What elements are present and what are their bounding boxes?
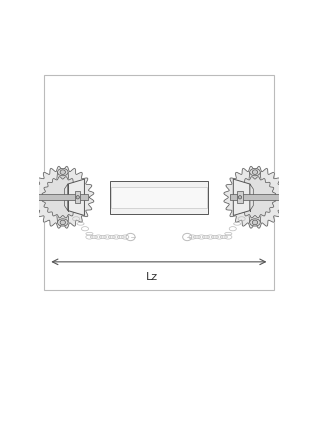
Polygon shape	[55, 200, 70, 222]
Ellipse shape	[76, 196, 79, 199]
Polygon shape	[38, 194, 88, 200]
Polygon shape	[55, 172, 70, 195]
Polygon shape	[250, 184, 253, 211]
Polygon shape	[42, 177, 83, 218]
Ellipse shape	[60, 220, 65, 225]
Ellipse shape	[252, 220, 258, 225]
Ellipse shape	[250, 169, 260, 176]
Ellipse shape	[238, 196, 242, 199]
Polygon shape	[75, 191, 80, 203]
Polygon shape	[233, 179, 250, 215]
Polygon shape	[230, 194, 280, 200]
Polygon shape	[68, 179, 84, 215]
Polygon shape	[64, 184, 68, 211]
Polygon shape	[110, 181, 208, 214]
Ellipse shape	[252, 170, 258, 175]
Ellipse shape	[250, 219, 260, 226]
Ellipse shape	[57, 219, 68, 226]
Text: Lz: Lz	[146, 272, 158, 282]
Polygon shape	[234, 177, 276, 218]
Polygon shape	[248, 172, 262, 195]
Polygon shape	[111, 187, 207, 208]
Polygon shape	[248, 200, 262, 222]
Polygon shape	[32, 166, 94, 228]
Ellipse shape	[60, 170, 65, 175]
Ellipse shape	[57, 169, 68, 176]
Polygon shape	[237, 191, 243, 203]
Polygon shape	[224, 166, 286, 228]
